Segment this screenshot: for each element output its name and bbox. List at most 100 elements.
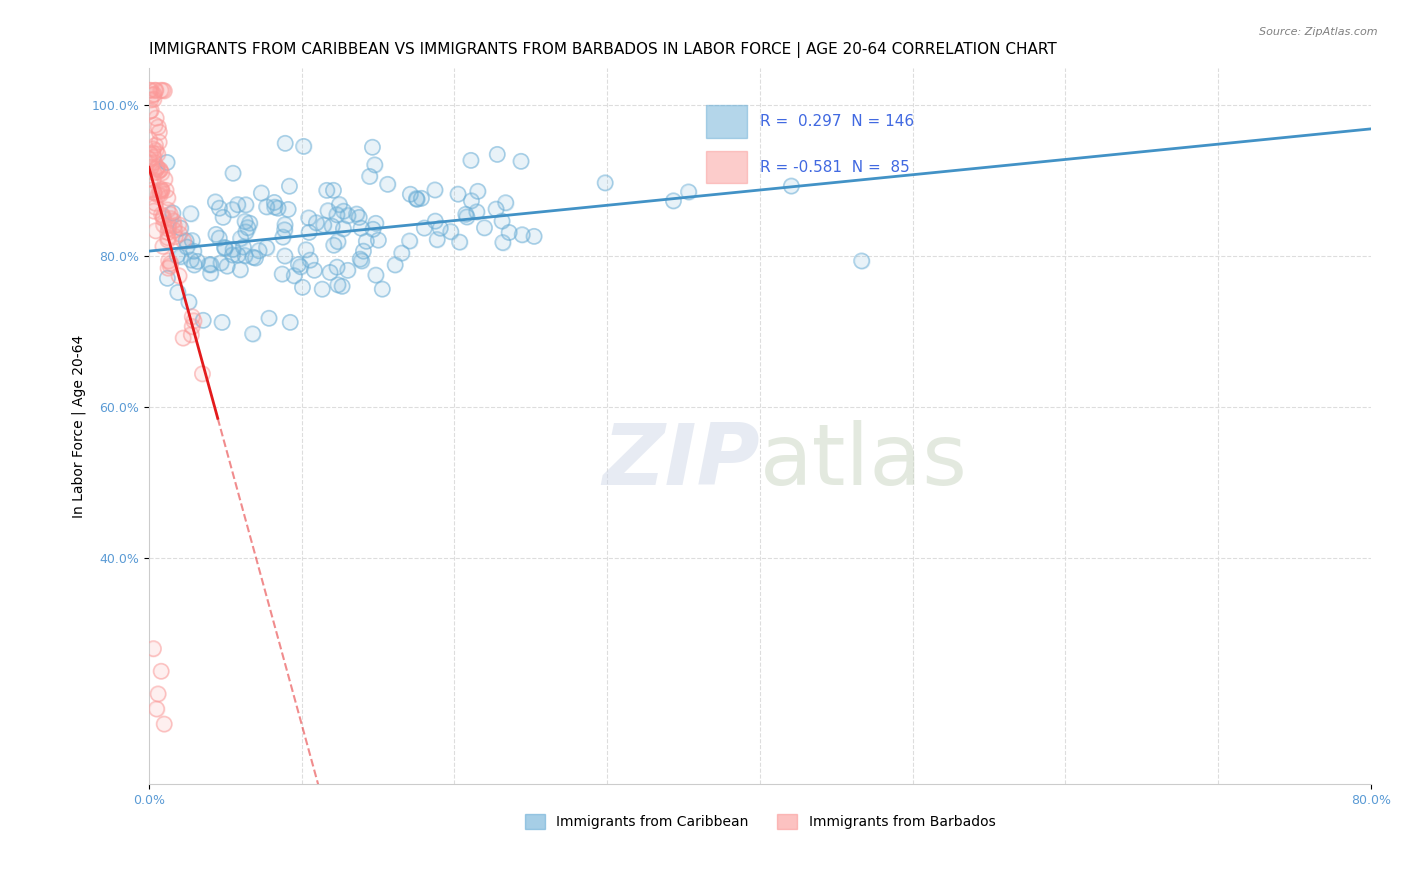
Point — [208, 231, 231, 245]
Point — [159, 259, 181, 273]
Point — [162, 214, 184, 228]
Point — [350, 253, 373, 268]
Point — [143, 83, 166, 97]
Point — [263, 200, 285, 214]
Point — [678, 185, 700, 199]
Point — [191, 367, 214, 381]
Point — [152, 218, 174, 232]
Point — [214, 241, 236, 255]
Point — [145, 83, 167, 97]
Point — [229, 231, 252, 245]
Point — [173, 234, 195, 248]
Point — [326, 208, 349, 222]
Point — [454, 207, 477, 221]
Point — [150, 664, 173, 678]
Point — [149, 183, 172, 197]
Point — [222, 166, 245, 180]
Point — [429, 221, 451, 235]
Point — [180, 252, 202, 267]
Point — [177, 295, 200, 310]
Point — [148, 135, 170, 149]
Point — [142, 173, 165, 187]
Point — [142, 142, 165, 156]
Point — [322, 183, 344, 197]
Point — [377, 178, 399, 192]
Point — [145, 138, 167, 153]
Point — [256, 241, 278, 255]
Point — [449, 235, 471, 249]
Point — [440, 225, 463, 239]
Point — [242, 326, 264, 341]
Point — [156, 191, 179, 205]
Point — [156, 155, 179, 169]
Point — [205, 227, 228, 242]
Point — [492, 235, 515, 250]
Point — [170, 250, 193, 264]
Point — [183, 314, 205, 328]
Point — [181, 234, 204, 248]
Point — [167, 218, 190, 232]
Point — [145, 144, 167, 158]
Point — [159, 211, 181, 226]
Point — [267, 201, 290, 215]
Point — [156, 271, 179, 285]
Point — [346, 207, 368, 221]
Point — [162, 206, 184, 220]
Point — [250, 186, 273, 200]
Point — [156, 202, 179, 217]
Point — [143, 155, 166, 169]
Point — [174, 234, 197, 248]
Point — [141, 160, 163, 174]
Point — [163, 223, 186, 237]
Point — [146, 188, 169, 202]
Point — [150, 166, 173, 180]
Y-axis label: In Labor Force | Age 20-64: In Labor Force | Age 20-64 — [72, 334, 86, 517]
Point — [780, 179, 803, 194]
Point — [780, 179, 803, 194]
Point — [326, 235, 349, 249]
Point — [169, 227, 191, 241]
Point — [229, 231, 252, 245]
Point — [423, 183, 446, 197]
Point — [593, 176, 616, 190]
Point — [235, 225, 257, 239]
Point — [200, 258, 222, 272]
Point — [510, 227, 533, 242]
Point — [157, 221, 180, 235]
Point — [523, 229, 546, 244]
Point — [198, 258, 221, 272]
Point — [149, 83, 172, 97]
Point — [352, 244, 374, 259]
Point — [145, 111, 167, 125]
Point — [267, 201, 290, 215]
Point — [172, 331, 194, 345]
Point — [319, 265, 342, 279]
Point — [299, 253, 322, 268]
Point — [292, 139, 315, 153]
Point — [485, 202, 508, 216]
Point — [146, 147, 169, 161]
Point — [152, 211, 174, 226]
Point — [311, 282, 333, 296]
Point — [319, 265, 342, 279]
Point — [328, 197, 350, 211]
Point — [250, 186, 273, 200]
Point — [523, 229, 546, 244]
Point — [229, 262, 252, 277]
Point — [233, 248, 256, 262]
Point — [298, 211, 321, 225]
Point — [298, 226, 321, 240]
Point — [141, 160, 163, 174]
Point — [321, 219, 343, 234]
Point — [138, 83, 160, 97]
Point — [143, 87, 166, 102]
Point — [322, 183, 344, 197]
Point — [332, 204, 354, 219]
Point — [411, 191, 433, 205]
Point — [159, 256, 181, 270]
Point — [139, 147, 162, 161]
Point — [233, 214, 256, 228]
Point — [322, 238, 344, 252]
Point — [200, 266, 222, 280]
Point — [851, 254, 873, 268]
